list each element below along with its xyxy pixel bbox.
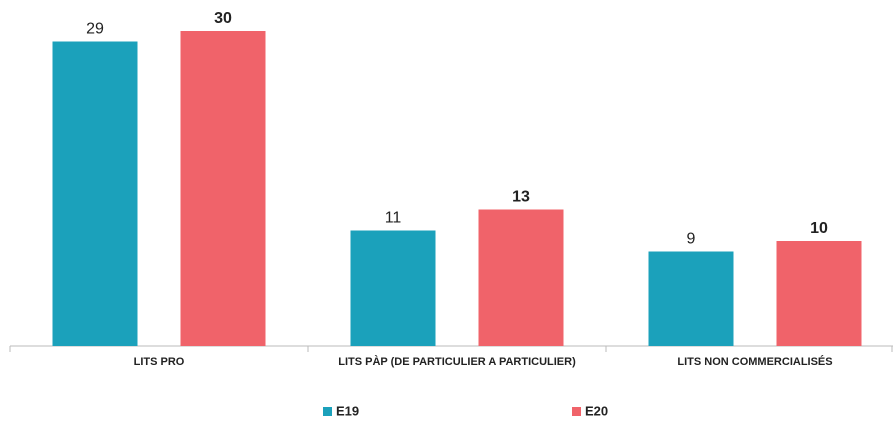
legend-label: E20: [585, 403, 608, 418]
value-label: 30: [214, 10, 232, 27]
value-label: 11: [385, 210, 402, 227]
legend-swatch: [323, 407, 332, 416]
value-label: 13: [512, 189, 530, 206]
bar: [776, 241, 862, 346]
x-tick-label: LITS NON COMMERCIALISÉS: [677, 355, 832, 368]
value-label: 9: [687, 231, 696, 248]
x-tick-label: LITS PRO: [134, 356, 185, 368]
value-label: 29: [86, 21, 104, 38]
bar: [350, 230, 436, 346]
legend-label: E19: [336, 403, 359, 418]
value-label: 10: [810, 220, 828, 237]
bar: [478, 209, 564, 346]
legend-swatch: [572, 407, 581, 416]
bar: [52, 41, 138, 346]
axis: [9, 345, 893, 352]
x-tick-label: LITS PÀP (DE PARTICULIER A PARTICULIER): [338, 355, 576, 368]
bar: [180, 31, 266, 346]
bar: [648, 251, 734, 346]
